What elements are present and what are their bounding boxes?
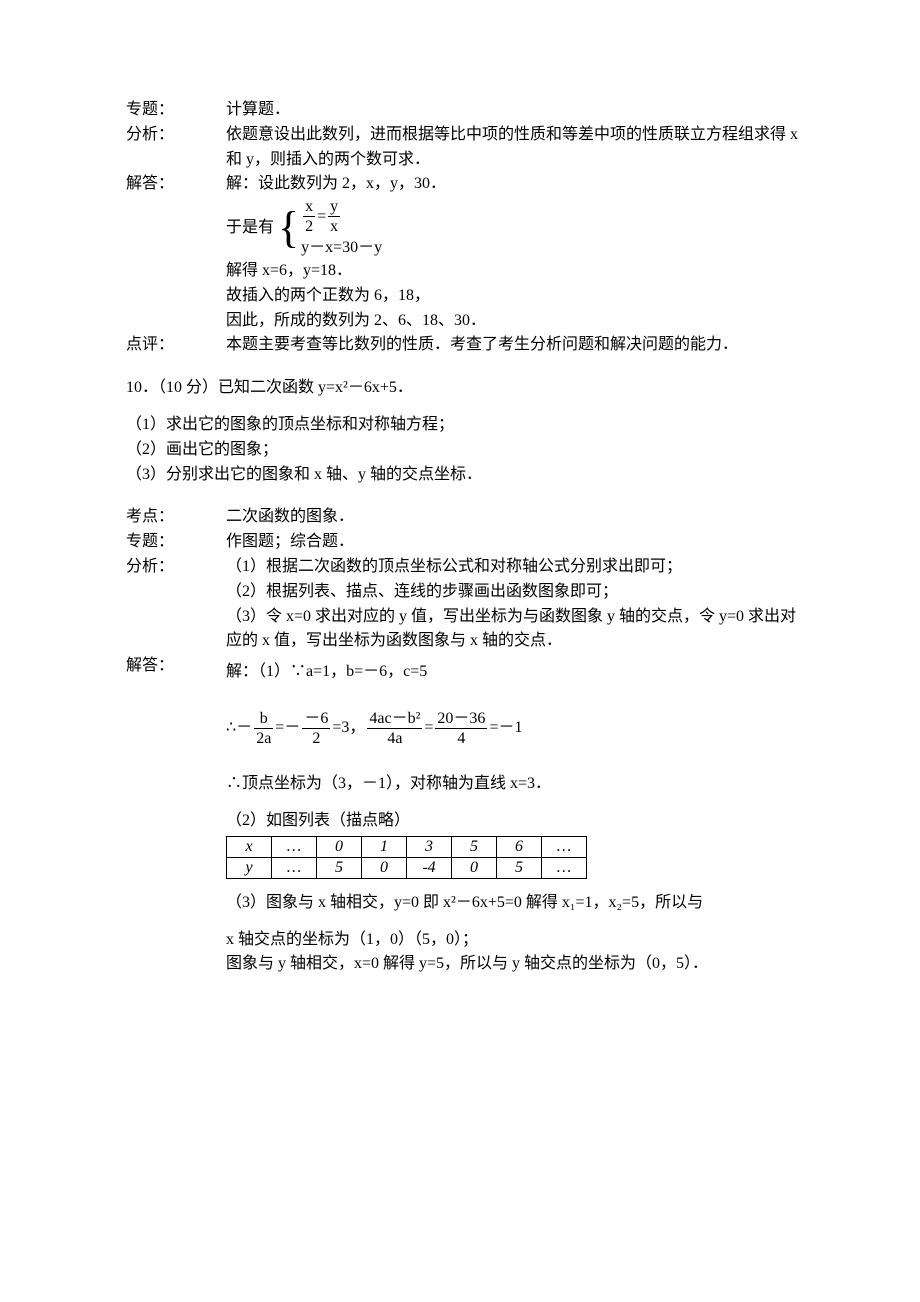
table-cell: 1 (362, 836, 407, 857)
q9-jieda-line1: 解：设此数列为 2，x，y，30． (226, 172, 804, 197)
table-cell: 5 (317, 857, 362, 878)
q10-eq-line: ∴－ b 2a =－ －6 2 =3， 4ac－b² 4a = 20－36 (226, 709, 522, 748)
label-jieda: 解答： (126, 172, 226, 197)
table-row: x … 0 1 3 5 6 … (227, 836, 587, 857)
table-row: y … 5 0 -4 0 5 … (227, 857, 587, 878)
label-fenxi-2: 分析： (126, 555, 226, 580)
q9-system-body: x 2 = y x y－x=30－y (301, 197, 382, 259)
q10-part2-title: （2）如图列表（描点略） (226, 809, 804, 834)
q10-fenxi-2: （2）根据列表、描点、连线的步骤画出函数图象即可； (226, 580, 804, 605)
label-fenxi: 分析： (126, 123, 226, 148)
table-cell: … (542, 857, 587, 878)
frac-b-over-2a: b 2a (254, 709, 273, 748)
q10-table: x … 0 1 3 5 6 … y … 5 0 -4 0 5 … (226, 836, 587, 879)
q9-dianping-text: 本题主要考查等比数列的性质．考查了考生分析问题和解决问题的能力． (226, 333, 804, 358)
q9-jieda-row: 解答： 解：设此数列为 2，x，y，30． 于是有 { x 2 = y x (126, 172, 804, 333)
label-jieda-2: 解答： (126, 654, 226, 679)
q10-sub1: （1）求出它的图象的顶点坐标和对称轴方程； (126, 413, 804, 438)
table-cell: y (227, 857, 272, 878)
frac-4ac-b2-over-4a: 4ac－b² 4a (367, 709, 422, 748)
q9-system-top: x 2 = y x (301, 197, 382, 236)
q10-part3-l1: （3）图象与 x 轴相交，y=0 即 x²－6x+5=0 解得 x₁=1，x₂=… (226, 891, 804, 916)
q9-system-bot: y－x=30－y (301, 237, 382, 259)
table-cell: … (272, 836, 317, 857)
q9-after-1: 解得 x=6，y=18． (226, 259, 804, 284)
q9-zhuanti-row: 专题： 计算题． (126, 98, 804, 123)
table-cell: -4 (407, 857, 452, 878)
q10-solve-line1: 解：（1）∵a=1，b=－6，c=5 (226, 660, 804, 685)
q10-part3-l3: 图象与 y 轴相交，x=0 解得 y=5，所以与 y 轴交点的坐标为（0，5）． (226, 952, 804, 977)
q9-after-3: 因此，所成的数列为 2、6、18、30． (226, 309, 804, 334)
eq-mid2: =3， (332, 716, 365, 741)
q10-fenxi-1: （1）根据二次函数的顶点坐标公式和对称轴公式分别求出即可； (226, 555, 804, 580)
table-cell: 6 (497, 836, 542, 857)
q10-kaodian-row: 考点： 二次函数的图象． (126, 505, 804, 530)
q10-jieda-row: 解答： 解：（1）∵a=1，b=－6，c=5 ∴－ b 2a =－ －6 2 =… (126, 654, 804, 977)
q10-sub3: （3）分别求出它的图象和 x 轴、y 轴的交点坐标． (126, 463, 804, 488)
q10-sub2: （2）画出它的图象； (126, 438, 804, 463)
table-cell: 5 (452, 836, 497, 857)
table-cell: 0 (362, 857, 407, 878)
q10-vertex-line: ∴顶点坐标为（3，－1），对称轴为直线 x=3． (226, 772, 804, 797)
q10-zhuanti-row: 专题： 作图题；综合题． (126, 530, 804, 555)
q10-zhuanti-text: 作图题；综合题． (226, 530, 804, 555)
label-kaodian: 考点： (126, 505, 226, 530)
brace-icon: { (278, 206, 299, 250)
table-cell: 0 (452, 857, 497, 878)
q9-fenxi-text: 依题意设出此数列，进而根据等比中项的性质和等差中项的性质联立方程组求得 x 和 … (226, 123, 804, 173)
label-zhuanti: 专题： (126, 98, 226, 123)
q9-zhuanti-text: 计算题． (226, 98, 804, 123)
eq-mid1: =－ (275, 716, 300, 741)
label-zhuanti-2: 专题： (126, 530, 226, 555)
q9-jieda-body: 解：设此数列为 2，x，y，30． 于是有 { x 2 = y x (226, 172, 804, 333)
q9-system: 于是有 { x 2 = y x y－x=30－y (226, 197, 382, 259)
table-cell: 3 (407, 836, 452, 857)
q10-fenxi-3: （3）令 x=0 求出对应的 y 值，写出坐标为与函数图象 y 轴的交点，令 y… (226, 605, 804, 655)
q9-system-prefix: 于是有 (226, 216, 274, 241)
table-cell: … (542, 836, 587, 857)
q10-title: 10．（10 分）已知二次函数 y=x²－6x+5． (126, 376, 804, 401)
label-dianping: 点评： (126, 333, 226, 358)
q10-fenxi-row: 分析： （1）根据二次函数的顶点坐标公式和对称轴公式分别求出即可； （2）根据列… (126, 555, 804, 654)
q9-fenxi-row: 分析： 依题意设出此数列，进而根据等比中项的性质和等差中项的性质联立方程组求得 … (126, 123, 804, 173)
table-cell: 5 (497, 857, 542, 878)
eq-prefix: ∴－ (226, 716, 252, 741)
frac-y-over-x: y x (328, 197, 340, 236)
frac-20-36-over-4: 20－36 4 (435, 709, 487, 748)
q10-part3-l2: x 轴交点的坐标为（1，0）（5，0）； (226, 928, 804, 953)
table-cell: x (227, 836, 272, 857)
table-cell: … (272, 857, 317, 878)
q9-after-2: 故插入的两个正数为 6，18， (226, 284, 804, 309)
frac-neg6-over-2: －6 2 (302, 709, 330, 748)
q10-kaodian-text: 二次函数的图象． (226, 505, 804, 530)
q9-dianping-row: 点评： 本题主要考查等比数列的性质．考查了考生分析问题和解决问题的能力． (126, 333, 804, 358)
q10-jieda-body: 解：（1）∵a=1，b=－6，c=5 ∴－ b 2a =－ －6 2 =3， 4… (226, 654, 804, 977)
table-cell: 0 (317, 836, 362, 857)
eq-mid3: = (424, 716, 433, 741)
eq-sign: = (317, 206, 326, 228)
frac-x-over-2: x 2 (303, 197, 315, 236)
q10-fenxi-body: （1）根据二次函数的顶点坐标公式和对称轴公式分别求出即可； （2）根据列表、描点… (226, 555, 804, 654)
page: 专题： 计算题． 分析： 依题意设出此数列，进而根据等比中项的性质和等差中项的性… (0, 0, 920, 1302)
eq-tail: =－1 (489, 716, 522, 741)
